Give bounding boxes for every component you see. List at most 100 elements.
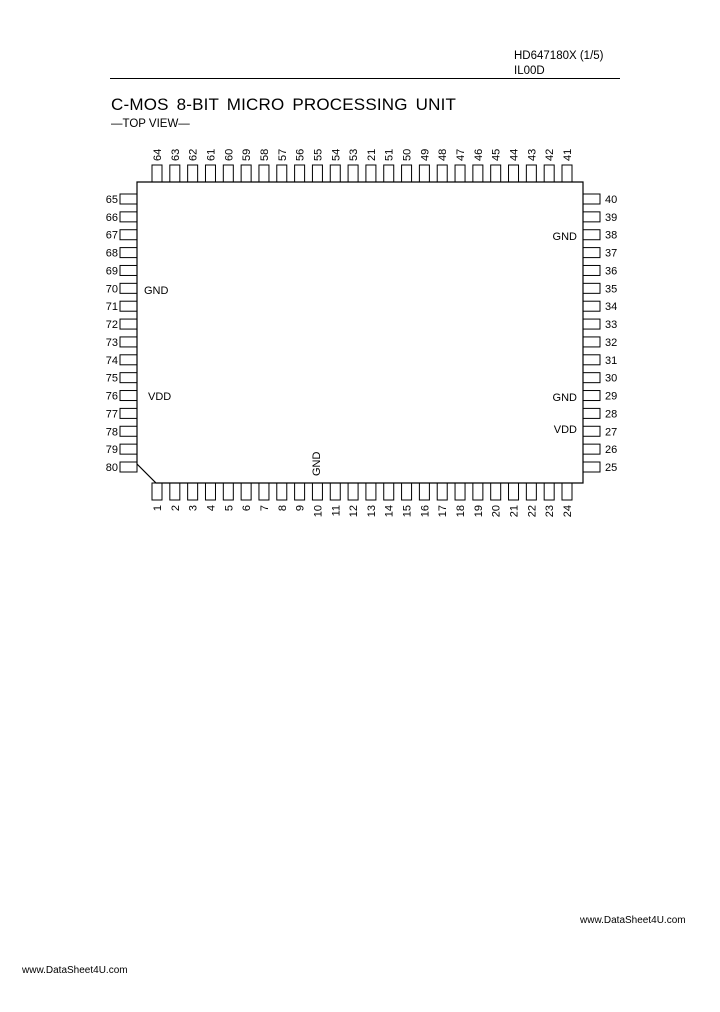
pin-number-23: 23: [544, 505, 556, 517]
pin-39: [582, 211, 601, 223]
pin-number-58: 58: [259, 149, 271, 161]
label-gnd-10: GND: [311, 452, 323, 477]
pin-number-69: 69: [106, 265, 118, 277]
pin-38: [582, 229, 601, 241]
pin-13: [365, 482, 377, 501]
part-number: HD647180X (1/5): [514, 50, 604, 62]
pin-number-56: 56: [295, 149, 307, 161]
pin-50: [401, 164, 413, 183]
pin-65: [119, 193, 138, 205]
pin-53: [347, 164, 359, 183]
pin-number-60: 60: [223, 149, 235, 161]
pin-number-14: 14: [384, 505, 396, 517]
pin-71: [119, 300, 138, 312]
pin-4: [204, 482, 216, 501]
pin-number-34: 34: [605, 301, 617, 313]
footer-url-right[interactable]: www.DataSheet4U.com: [580, 915, 686, 926]
pin-number-44: 44: [509, 149, 521, 161]
pin-number-17: 17: [437, 505, 449, 517]
pin-number-15: 15: [402, 505, 414, 517]
pin-77: [119, 407, 138, 419]
pin-number-26: 26: [605, 444, 617, 456]
pin-number-54: 54: [330, 149, 342, 161]
pin-36: [582, 264, 601, 276]
pin-55: [311, 164, 323, 183]
pin-31: [582, 354, 601, 366]
pin-22: [525, 482, 537, 501]
pin-number-11: 11: [330, 505, 342, 516]
pin-47: [454, 164, 466, 183]
pin-40: [582, 193, 601, 205]
pin-54: [329, 164, 341, 183]
pin-number-79: 79: [106, 444, 118, 456]
pin-33: [582, 318, 601, 330]
pin-9: [294, 482, 306, 501]
pin-number-2: 2: [170, 505, 182, 511]
pin-number-31: 31: [605, 355, 617, 367]
pin-75: [119, 372, 138, 384]
pin-23: [543, 482, 555, 501]
pin-number-3: 3: [188, 505, 200, 511]
pin-number-42: 42: [544, 149, 556, 161]
pin-number-55: 55: [312, 149, 324, 161]
pin-37: [582, 247, 601, 259]
pin-number-68: 68: [106, 248, 118, 260]
pin-number-40: 40: [605, 194, 617, 206]
pin-70: [119, 282, 138, 294]
pin-24: [561, 482, 573, 501]
pin-number-76: 76: [106, 391, 118, 403]
pin-17: [436, 482, 448, 501]
pin-34: [582, 300, 601, 312]
pin-69: [119, 264, 138, 276]
pin-number-70: 70: [106, 283, 118, 295]
pin-6: [240, 482, 252, 501]
label-gnd-38: GND: [553, 231, 578, 243]
pin-number-16: 16: [419, 505, 431, 517]
footer-url-left[interactable]: www.DataSheet4U.com: [22, 965, 128, 976]
pin-19: [472, 482, 484, 501]
pin-29: [582, 390, 601, 402]
pin-number-80: 80: [106, 462, 118, 474]
pin-46: [472, 164, 484, 183]
document-code: IL00D: [514, 65, 545, 77]
pin-66: [119, 211, 138, 223]
pin-68: [119, 247, 138, 259]
pin-number-39: 39: [605, 212, 617, 224]
pin-number-46: 46: [473, 149, 485, 161]
pin-number-72: 72: [106, 319, 118, 331]
pin-51: [383, 164, 395, 183]
pin-11: [329, 482, 341, 501]
pin-number-59: 59: [241, 149, 253, 161]
pin-number-36: 36: [605, 265, 617, 277]
pin-number-61: 61: [205, 149, 217, 161]
pin-number-57: 57: [277, 149, 289, 161]
pin-14: [383, 482, 395, 501]
pin-number-20: 20: [491, 505, 503, 517]
pin-number-45: 45: [491, 149, 503, 161]
pin-62: [187, 164, 199, 183]
label-vdd-76: VDD: [148, 391, 171, 403]
pin-number-33: 33: [605, 319, 617, 331]
pin-number-41: 41: [562, 149, 574, 161]
pin-10: [311, 482, 323, 501]
pin-8: [276, 482, 288, 501]
pin-48: [436, 164, 448, 183]
pin-41: [561, 164, 573, 183]
pin-30: [582, 372, 601, 384]
pin-number-4: 4: [205, 505, 217, 511]
pin-number-6: 6: [241, 505, 253, 511]
label-gnd-29: GND: [553, 392, 578, 404]
pin-59: [240, 164, 252, 183]
pin-32: [582, 336, 601, 348]
pin-74: [119, 354, 138, 366]
pin-number-63: 63: [170, 149, 182, 161]
view-subtitle: —TOP VIEW—: [111, 118, 190, 130]
pin-20: [490, 482, 502, 501]
pin-number-49: 49: [419, 149, 431, 161]
pin-26: [582, 443, 601, 455]
pin-79: [119, 443, 138, 455]
pin-27: [582, 425, 601, 437]
pin-80: [119, 461, 138, 473]
pin-28: [582, 407, 601, 419]
